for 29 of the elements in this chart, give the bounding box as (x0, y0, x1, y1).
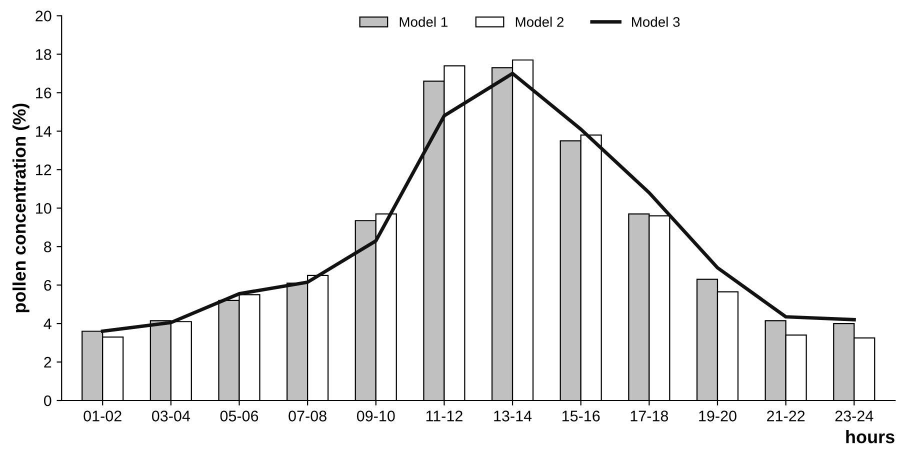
y-tick-label: 18 (36, 49, 52, 60)
y-tick-label: 2 (44, 356, 52, 368)
x-tick-label: 11-12 (426, 410, 462, 422)
legend-label: Model 3 (632, 16, 680, 27)
y-tick-label: 16 (36, 88, 52, 98)
legend-label: Model 2 (516, 16, 564, 27)
x-tick-label: 23-24 (835, 410, 874, 422)
y-tick-label: 4 (44, 318, 52, 330)
x-tick-label: 05-06 (220, 410, 258, 422)
x-tick-label: 03-04 (152, 410, 190, 422)
x-tick-label: 01-02 (84, 410, 122, 422)
line-series (100, 72, 856, 333)
y-tick-label: 14 (36, 126, 52, 137)
x-tick-label: 09-10 (356, 410, 395, 422)
y-axis-title: pollen concentration (%) (12, 104, 30, 312)
legend-label: Model 1 (400, 16, 448, 27)
x-tick-label: 07-08 (288, 410, 326, 422)
y-tick-label: 20 (36, 10, 52, 22)
x-tick-label: 21-22 (767, 410, 805, 422)
x-tick-label: 19-20 (699, 410, 736, 422)
y-tick-label: 12 (36, 164, 52, 176)
x-tick-label: 13-14 (494, 410, 532, 422)
x-tick-label: 15-16 (562, 410, 600, 422)
x-tick-label: 17-18 (630, 410, 668, 422)
x-axis-title: hours (846, 430, 894, 444)
y-tick-label: 10 (36, 202, 52, 214)
y-tick-label: 8 (44, 241, 52, 252)
y-tick-label: 6 (44, 280, 52, 291)
y-tick-label: 0 (44, 395, 52, 406)
